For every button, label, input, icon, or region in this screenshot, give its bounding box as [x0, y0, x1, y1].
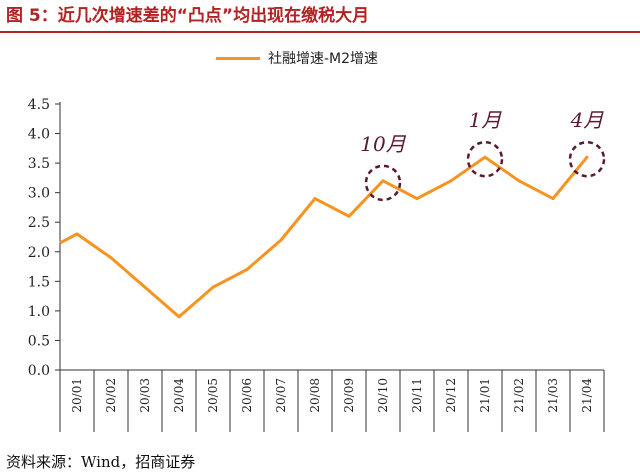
figure-title: 图 5：近几次增速差的“凸点”均出现在缴税大月 [6, 6, 370, 26]
legend-swatch [216, 56, 260, 60]
data-point [245, 268, 249, 272]
x-tick-label: 20/12 [444, 378, 458, 413]
y-tick-label: 1.5 [28, 274, 50, 290]
x-tick-label: 20/06 [240, 378, 254, 413]
y-tick-label: 3.0 [28, 186, 50, 202]
x-tick-label: 21/02 [512, 378, 526, 413]
data-point [483, 155, 487, 159]
y-tick-label: 0.0 [28, 363, 50, 379]
line-chart: 0.0 0.5 1.0 1.5 2.0 2.5 3.0 3.5 4.0 4.5 20/01 20/02… [28, 97, 606, 432]
data-point [109, 256, 113, 260]
x-tick-label: 21/04 [580, 378, 594, 413]
data-point [211, 285, 215, 289]
annotation-label: 1月 [469, 108, 503, 132]
data-point [381, 179, 385, 183]
y-tick-label: 0.5 [28, 333, 50, 349]
data-point [143, 285, 147, 289]
annotation-circle [568, 140, 606, 178]
y-tick-label: 1.0 [28, 304, 50, 320]
y-tick-label: 4.0 [28, 127, 50, 143]
data-point [449, 179, 453, 183]
y-tick-label: 2.5 [28, 215, 50, 231]
x-tick-label: 20/01 [70, 378, 84, 413]
source-note: 资料来源：Wind，招商证券 [6, 453, 196, 471]
x-tick-label: 20/08 [308, 378, 322, 413]
data-point [313, 197, 317, 201]
data-point [415, 197, 419, 201]
y-tick-label: 2.0 [28, 245, 50, 261]
x-tick-label: 20/09 [342, 378, 356, 413]
title-rule [0, 31, 640, 33]
data-point [551, 197, 555, 201]
data-point [517, 179, 521, 183]
x-tick-label: 20/10 [376, 378, 390, 413]
x-tick-label: 21/01 [478, 378, 492, 413]
chart-legend: 社融增速-M2增速 [216, 46, 378, 70]
annotation-label: 4月 [570, 108, 605, 132]
data-point [177, 315, 181, 319]
annotation-label: 10月 [360, 132, 406, 156]
x-tick-label: 20/02 [104, 378, 118, 413]
y-tick-label: 4.5 [28, 97, 50, 113]
annotation-circle [466, 140, 504, 178]
x-tick-label: 21/03 [546, 378, 560, 413]
series-line [59, 155, 589, 319]
data-point [279, 238, 283, 242]
x-tick-label: 20/07 [274, 378, 288, 413]
x-tick-label: 20/04 [172, 378, 186, 413]
y-tick-label: 3.5 [28, 156, 50, 172]
x-tick-label: 20/05 [206, 378, 220, 413]
x-tick-label: 20/11 [410, 378, 424, 413]
legend-entry-label: 社融增速-M2增速 [268, 51, 379, 67]
data-point [347, 214, 351, 218]
data-point [75, 232, 79, 236]
annotation-circle [364, 164, 402, 202]
data-point [585, 155, 589, 159]
x-tick-label: 20/03 [138, 378, 152, 413]
